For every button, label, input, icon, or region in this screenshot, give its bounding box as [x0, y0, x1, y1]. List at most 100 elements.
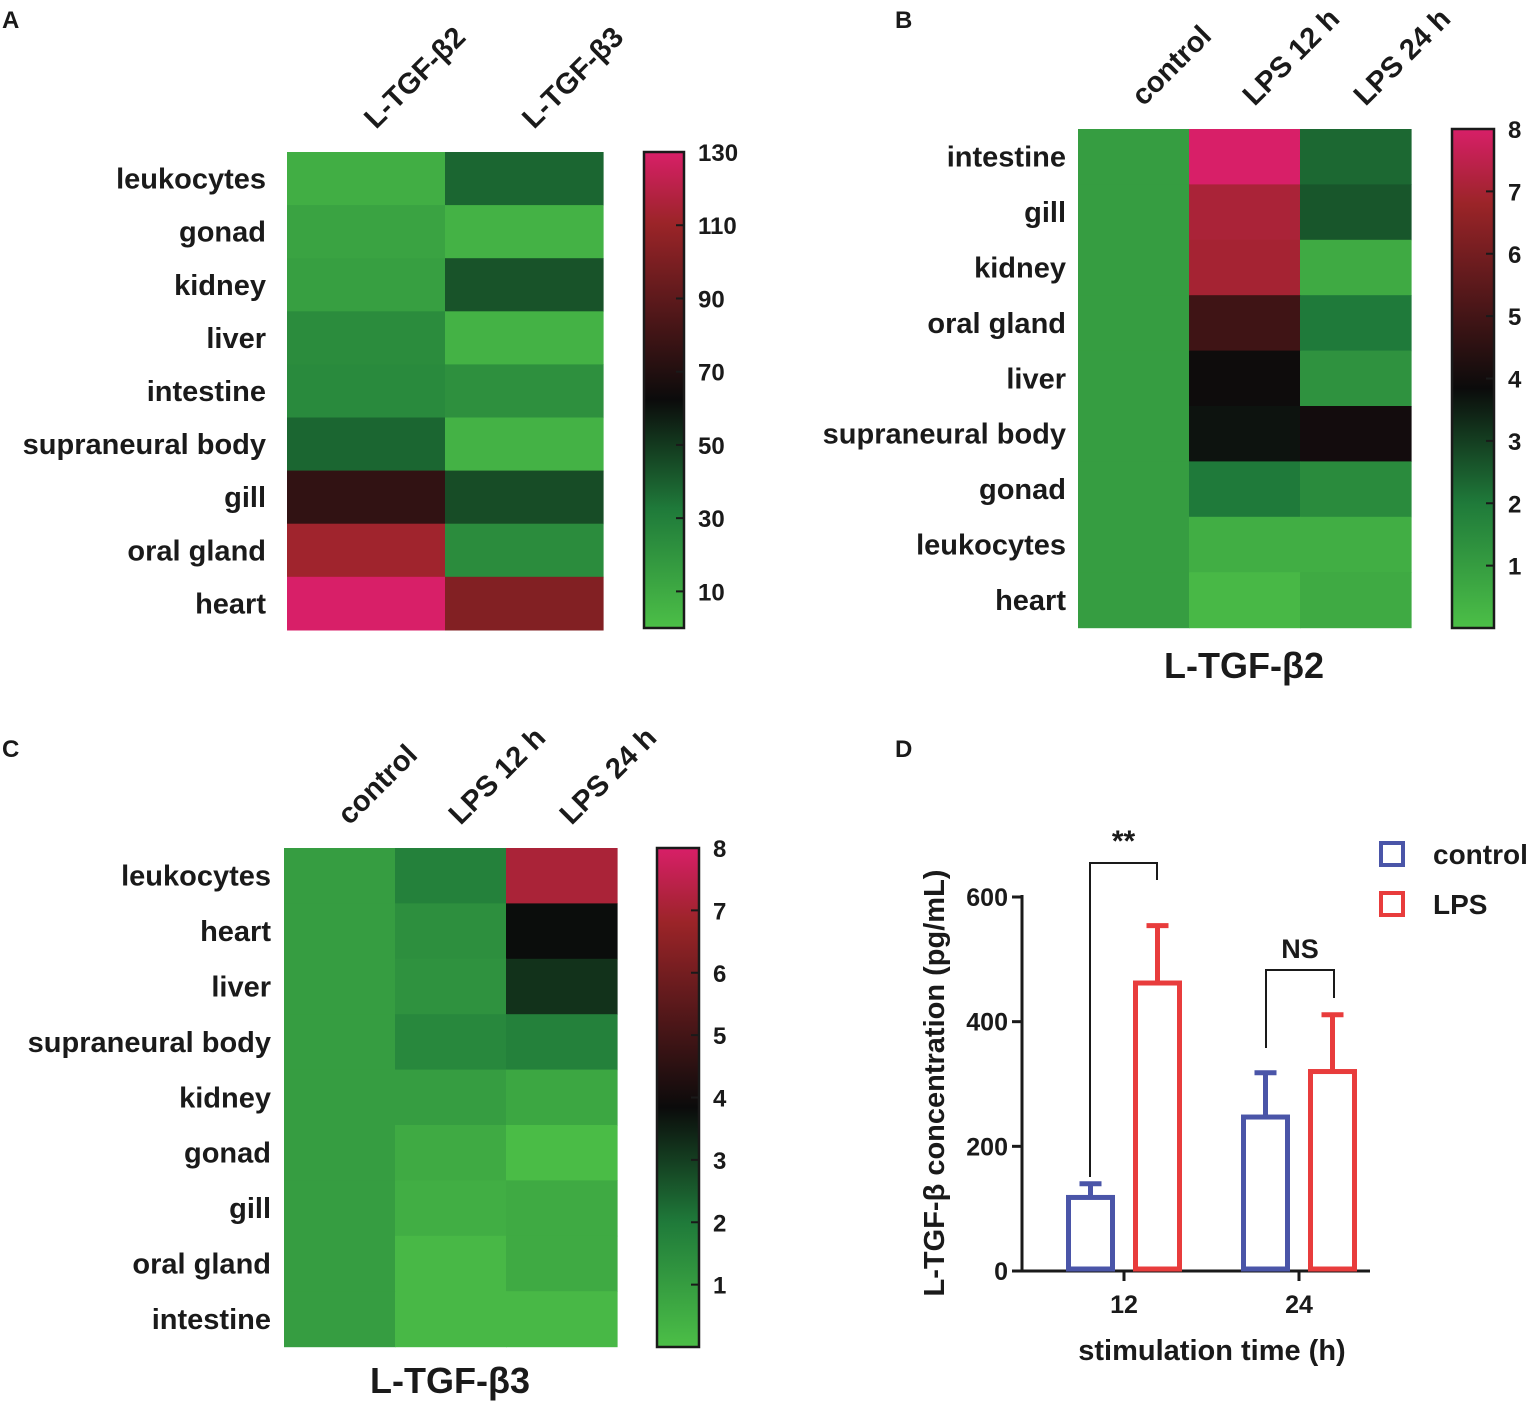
- heatmap-row-label: kidney: [179, 1082, 271, 1114]
- heatmap-row-label: heart: [995, 585, 1066, 617]
- heatmap-column-label: LPS 24 h: [554, 722, 663, 831]
- heatmap-cell: [287, 258, 446, 312]
- colorbar-tick-label: 110: [698, 213, 737, 240]
- heatmap-cell: [506, 903, 618, 960]
- colorbar-tick-label: 1: [1508, 554, 1521, 581]
- heatmap-c: leukocytes heart liver supraneural body kidn…: [28, 722, 727, 1349]
- heatmap-a: leukocytes gonad kidney liver intestine supra…: [23, 21, 738, 631]
- heatmap-cell: [1189, 350, 1301, 407]
- heatmap-column-label: L-TGF-β3: [516, 21, 630, 135]
- colorbar-tick-label: 2: [1508, 491, 1521, 518]
- heatmap-cell: [1078, 129, 1190, 185]
- panel-label-c: C: [2, 736, 19, 763]
- heatmap-column-label: LPS 12 h: [1237, 3, 1346, 112]
- heatmap-cell: [284, 903, 396, 960]
- heatmap-column-label: LPS 24 h: [1348, 3, 1457, 112]
- heatmap-cell: [445, 576, 604, 631]
- heatmap-b: intestine gill kidney oral gland liver supran…: [823, 3, 1522, 630]
- colorbar-tick-label: 6: [1508, 242, 1521, 269]
- heatmap-cell: [1078, 516, 1190, 573]
- colorbar-tick-label: 1: [713, 1273, 726, 1300]
- heatmap-row-label: heart: [200, 916, 271, 948]
- x-tick-label: 12: [1110, 1291, 1138, 1319]
- colorbar-tick-label: 10: [698, 579, 725, 606]
- heatmap-cell: [395, 1291, 507, 1348]
- heatmap-cell: [506, 1235, 618, 1292]
- bar: [1066, 1194, 1115, 1272]
- heatmap-cell: [395, 903, 507, 960]
- heatmap-row-label: supraneural body: [23, 429, 266, 461]
- heatmap-row-label: leukocytes: [916, 530, 1066, 562]
- heatmap-row-label: intestine: [147, 376, 266, 408]
- heatmap-cell: [1300, 350, 1412, 407]
- heatmap-row-label: liver: [206, 323, 266, 355]
- heatmap-cell: [506, 1180, 618, 1237]
- heatmap-cell: [506, 1291, 618, 1348]
- heatmap-cell: [506, 1125, 618, 1181]
- heatmap-cell: [284, 1069, 396, 1126]
- heatmap-row-label: gonad: [184, 1138, 271, 1170]
- bar-chart-x-label: stimulation time (h): [1078, 1335, 1345, 1367]
- significance-bracket: [1089, 862, 1158, 1177]
- heatmap-row-label: oral gland: [127, 535, 266, 567]
- heatmap-cell: [284, 848, 396, 904]
- heatmap-cell: [284, 1014, 396, 1071]
- heatmap-cell: [445, 152, 604, 206]
- legend-swatch: [1379, 891, 1405, 917]
- colorbar-tick-label: 4: [713, 1086, 727, 1113]
- heatmap-cell: [1189, 239, 1301, 296]
- heatmap-row-label: gill: [1024, 197, 1066, 229]
- heatmap-cell: [1189, 516, 1301, 573]
- heatmap-row-label: intestine: [152, 1304, 271, 1336]
- heatmap-cell: [506, 1069, 618, 1126]
- heatmap-cell: [1078, 295, 1190, 352]
- y-tick-label: 0: [994, 1258, 1008, 1286]
- heatmap-cell: [1300, 129, 1412, 185]
- heatmap-cell: [1189, 129, 1301, 185]
- colorbar-tick-label: 5: [1508, 304, 1521, 331]
- heatmap-cell: [395, 1125, 507, 1181]
- heatmap-cell: [287, 470, 446, 525]
- colorbar-tick-label: 8: [713, 836, 726, 863]
- heatmap-cell: [506, 958, 618, 1015]
- heatmap-cell: [395, 1014, 507, 1071]
- heatmap-column-label: LPS 12 h: [443, 722, 552, 831]
- heatmap-row-label: heart: [195, 588, 266, 620]
- heatmap-row-label: kidney: [974, 253, 1066, 285]
- significance-bracket: [1265, 969, 1335, 1048]
- heatmap-cell: [287, 152, 446, 206]
- colorbar-tick-label: 90: [698, 286, 725, 313]
- heatmap-cell: [284, 958, 396, 1015]
- heatmap-cell: [1189, 572, 1301, 629]
- heatmap-cell: [1189, 295, 1301, 352]
- heatmap-row-label: gonad: [179, 217, 266, 249]
- legend-label: control: [1433, 839, 1528, 870]
- heatmap-cell: [395, 1180, 507, 1237]
- heatmap-cell: [287, 364, 446, 419]
- legend-label: LPS: [1433, 889, 1487, 920]
- bar: [1133, 980, 1182, 1272]
- heatmap-cell: [395, 848, 507, 904]
- bar: [1241, 1114, 1290, 1272]
- bar-chart-d: 0 200 400 600 12 ** 24 NS control LPS: [966, 825, 1528, 1319]
- heatmap-cell: [506, 848, 618, 904]
- heatmap-c-title: L-TGF-β3: [370, 1360, 530, 1401]
- colorbar-tick-label: 5: [713, 1023, 726, 1050]
- heatmap-cell: [287, 417, 446, 472]
- heatmap-cell: [1300, 406, 1412, 462]
- heatmap-row-label: oral gland: [927, 308, 1066, 340]
- colorbar-tick-label: 4: [1508, 367, 1522, 394]
- heatmap-cell: [1078, 572, 1190, 629]
- legend-swatch: [1379, 841, 1405, 867]
- heatmap-cell: [284, 1235, 396, 1292]
- x-tick-label: 24: [1285, 1291, 1313, 1319]
- heatmap-cell: [287, 205, 446, 259]
- panel-label-b: B: [895, 7, 912, 34]
- heatmap-column-label: L-TGF-β2: [358, 21, 472, 135]
- y-tick-label: 200: [966, 1133, 1008, 1161]
- heatmap-cell: [445, 523, 604, 578]
- heatmap-cell: [1189, 461, 1301, 518]
- colorbar-tick-label: 70: [698, 360, 725, 387]
- colorbar-tick-label: 7: [1508, 179, 1521, 206]
